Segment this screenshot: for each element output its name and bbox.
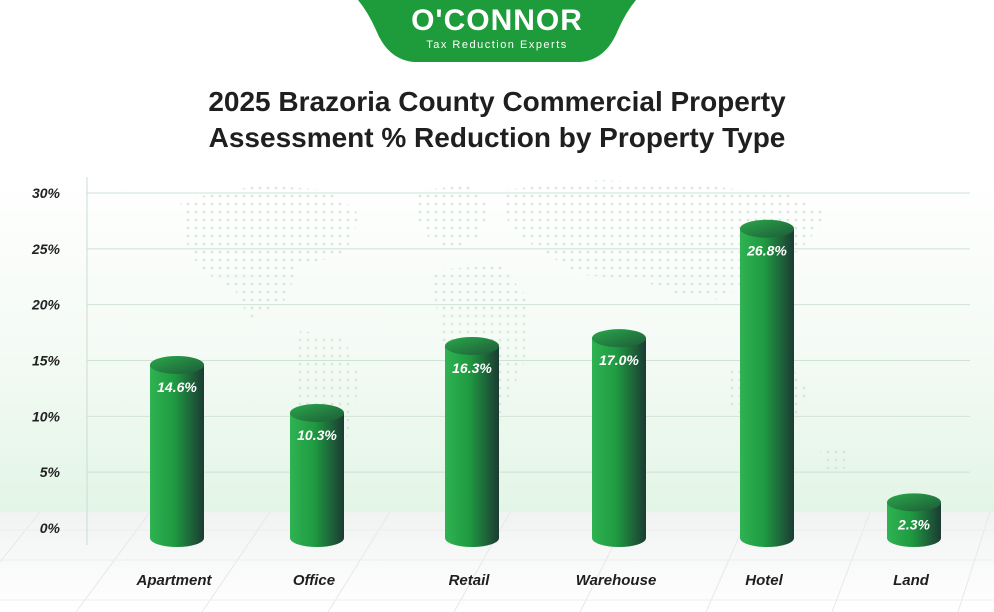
data-label-retail: 16.3% <box>452 360 492 376</box>
x-tick-label-retail: Retail <box>449 572 491 589</box>
y-axis: 0% 5% 10% 15% 20% 25% 30% <box>31 185 61 536</box>
bar-apartment <box>150 355 204 547</box>
x-axis: Apartment Office Retail Warehouse Hotel Land <box>135 572 929 589</box>
y-tick-label: 5% <box>40 464 61 480</box>
bar-retail <box>445 336 499 547</box>
data-label-office: 10.3% <box>297 427 337 443</box>
chart-title-line-2: Assessment % Reduction by Property Type <box>208 122 786 153</box>
y-tick-label: 20% <box>31 297 61 313</box>
x-tick-label-warehouse: Warehouse <box>576 572 657 589</box>
chart-title-line-1: 2025 Brazoria County Commercial Property <box>208 86 786 117</box>
y-tick-label: 15% <box>32 353 61 369</box>
data-label-land: 2.3% <box>897 516 930 532</box>
x-tick-label-apartment: Apartment <box>135 572 212 589</box>
x-tick-label-office: Office <box>293 572 335 589</box>
y-tick-label: 30% <box>32 185 61 201</box>
bar-office <box>290 403 344 547</box>
x-tick-label-land: Land <box>893 572 930 589</box>
chart-title: 2025 Brazoria County Commercial Property… <box>0 84 994 156</box>
brand-tagline: Tax Reduction Experts <box>426 39 568 51</box>
gridlines <box>87 192 970 473</box>
bar-hotel <box>740 219 794 547</box>
bar-warehouse <box>592 329 646 547</box>
data-label-hotel: 26.8% <box>746 243 787 259</box>
data-labels: 14.6% 10.3% 16.3% 17.0% 26.8% 2.3% <box>157 243 930 533</box>
bars <box>150 219 941 547</box>
data-label-warehouse: 17.0% <box>599 352 639 368</box>
data-label-apartment: 14.6% <box>157 379 197 395</box>
y-tick-label: 10% <box>32 408 61 424</box>
x-tick-label-hotel: Hotel <box>745 572 783 589</box>
y-tick-label: 25% <box>31 241 61 257</box>
logo-badge-shape <box>358 0 636 62</box>
brand-logo-name: O'CONNOR <box>411 4 583 37</box>
y-tick-label: 0% <box>40 520 61 536</box>
bar-land <box>887 493 941 547</box>
